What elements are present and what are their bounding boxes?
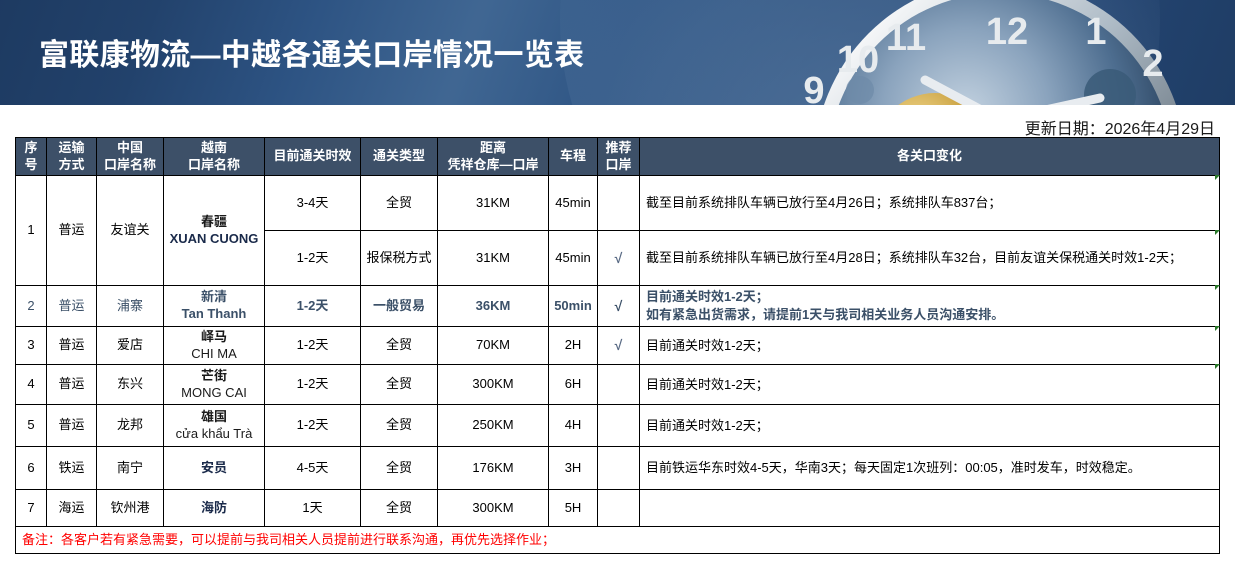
svg-text:12: 12 — [986, 11, 1028, 53]
svg-text:10: 10 — [837, 39, 879, 81]
svg-text:2: 2 — [1142, 43, 1163, 85]
svg-text:11: 11 — [886, 17, 926, 59]
svg-text:1: 1 — [1085, 11, 1106, 53]
svg-text:9: 9 — [803, 70, 824, 105]
